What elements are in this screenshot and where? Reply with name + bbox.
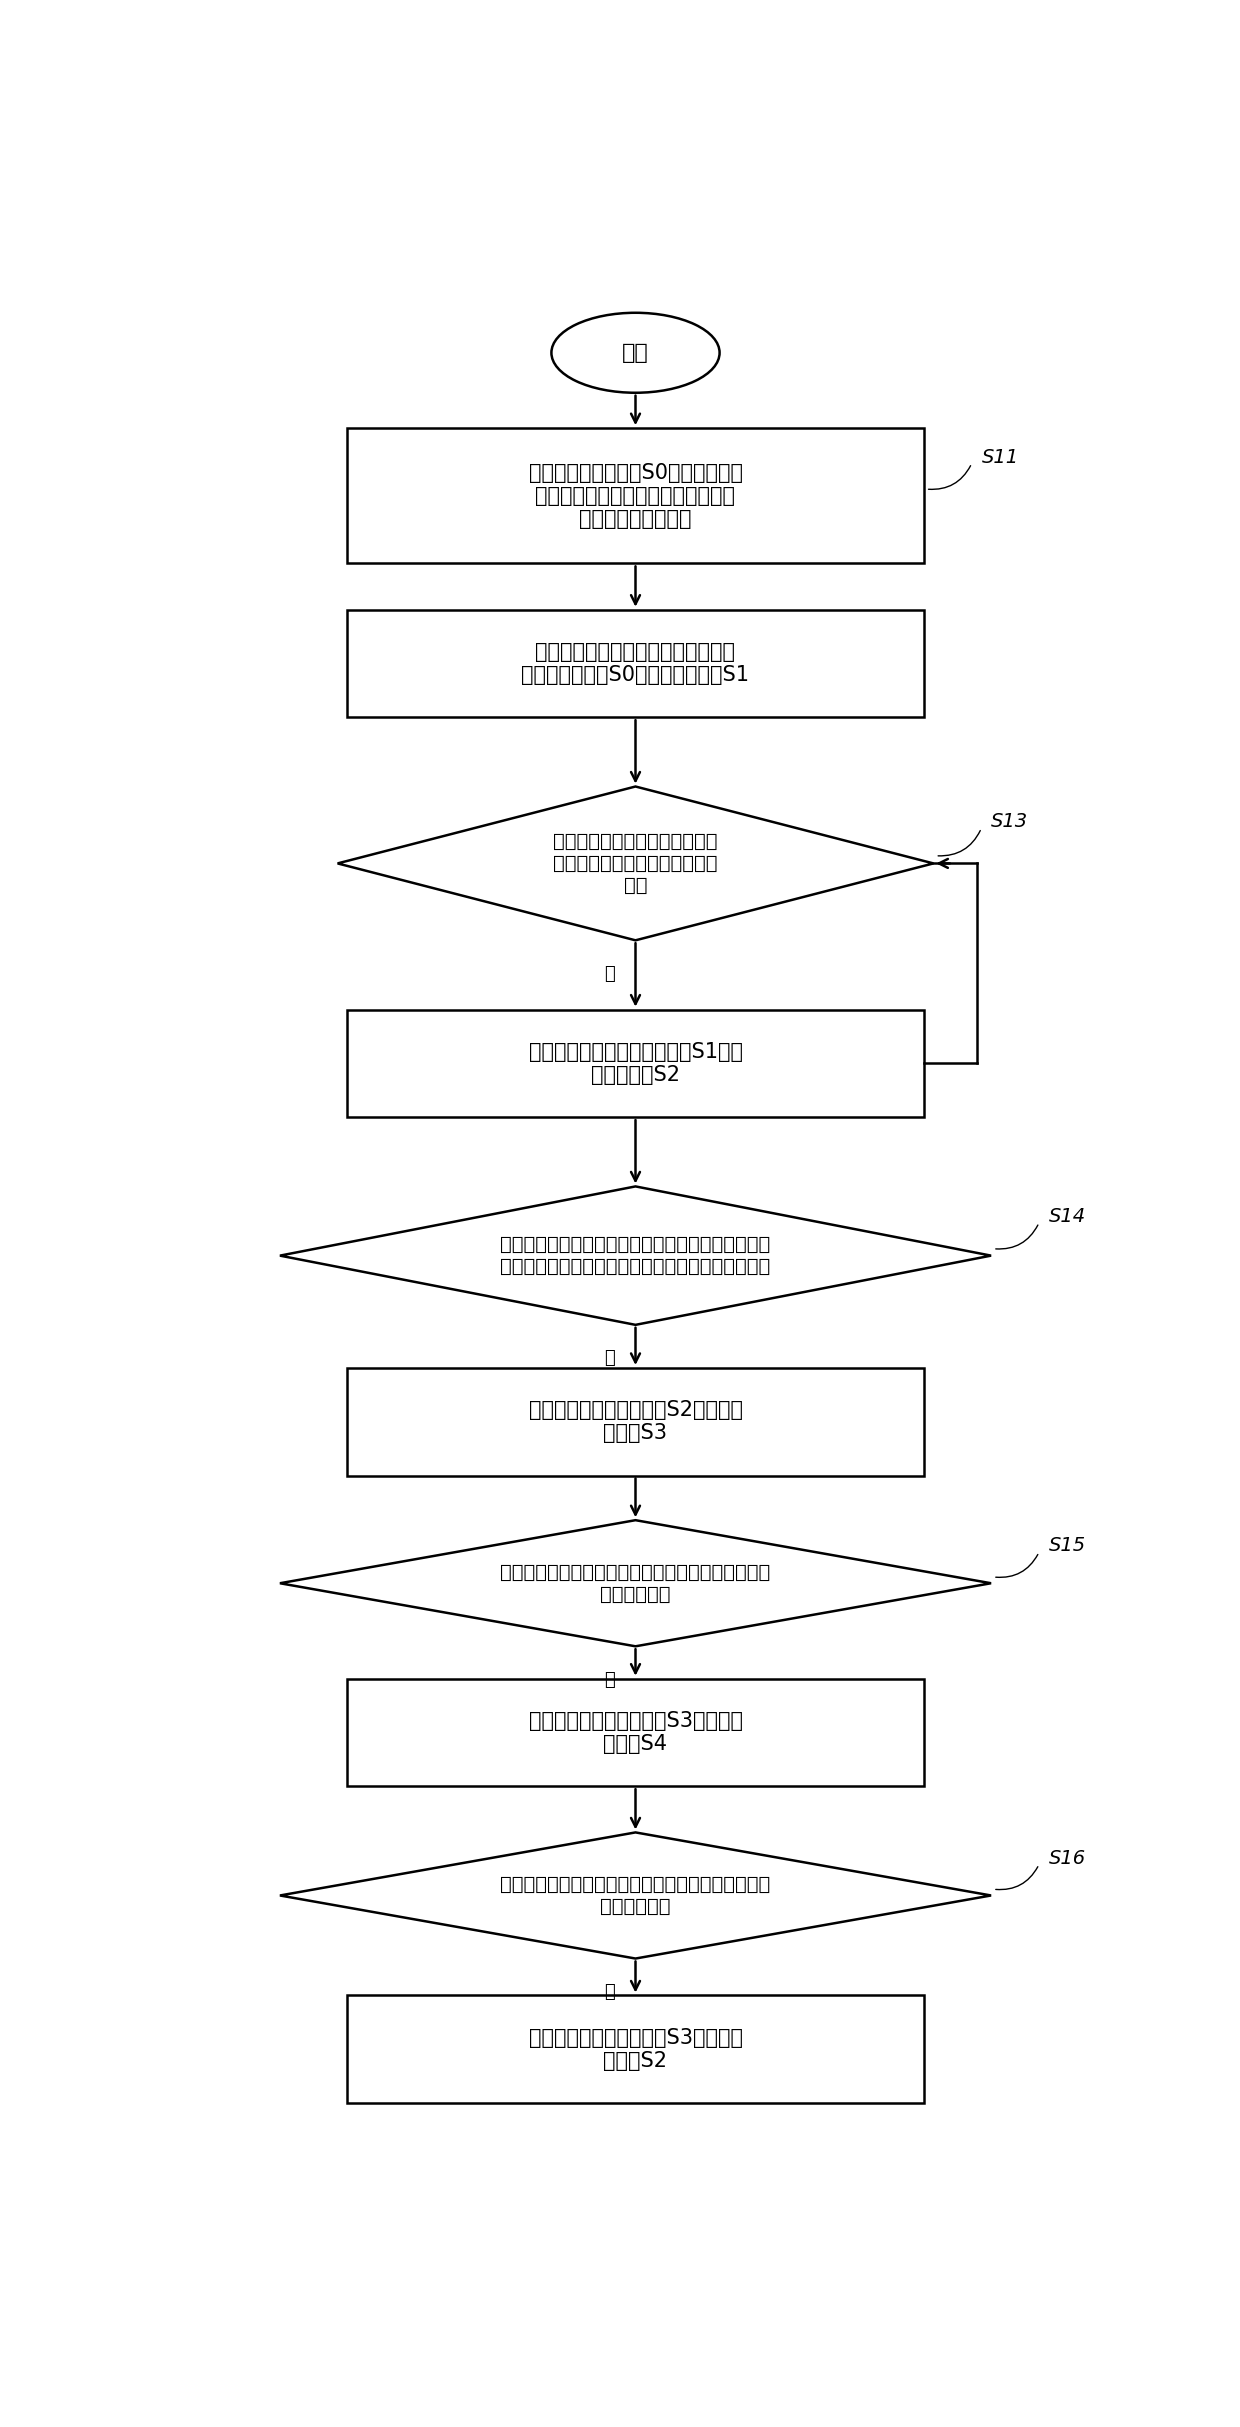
FancyBboxPatch shape — [347, 427, 924, 563]
Ellipse shape — [552, 313, 719, 393]
Text: S11: S11 — [982, 447, 1018, 466]
Text: 所述车辆由所述第二状态S2切换至第
三状态S3: 所述车辆由所述第二状态S2切换至第 三状态S3 — [528, 1400, 743, 1444]
Text: S14: S14 — [1049, 1206, 1086, 1226]
FancyBboxPatch shape — [347, 609, 924, 718]
Text: 开始: 开始 — [622, 342, 649, 362]
Polygon shape — [280, 1519, 991, 1646]
Text: 控制所述车辆由所述第一状态S1切换
至第二状态S2: 控制所述车辆由所述第一状态S1切换 至第二状态S2 — [528, 1041, 743, 1085]
Text: 是: 是 — [604, 1349, 615, 1366]
Polygon shape — [280, 1832, 991, 1959]
FancyBboxPatch shape — [347, 1995, 924, 2104]
Text: 是: 是 — [604, 1983, 615, 2002]
Polygon shape — [280, 1187, 991, 1325]
Text: 在车辆处于第零状态S0时，控制所述
车辆的速度给定以及速度环限幅的上
限值以及下限值为零: 在车辆处于第零状态S0时，控制所述 车辆的速度给定以及速度环限幅的上 限值以及下… — [528, 464, 743, 529]
Text: 所述车辆由所述第三状态S3切换至第
二状态S2: 所述车辆由所述第三状态S3切换至第 二状态S2 — [528, 2027, 743, 2070]
FancyBboxPatch shape — [347, 1369, 924, 1476]
Text: S16: S16 — [1049, 1849, 1086, 1869]
Text: 判断所述车辆的实际转速是否小
于所述车辆的转矩控制时的速度
下限: 判断所述车辆的实际转速是否小 于所述车辆的转矩控制时的速度 下限 — [553, 832, 718, 896]
Text: 判断所述车辆的实际转速是否大于所述车辆的速度环
限幅的上限值: 判断所述车辆的实际转速是否大于所述车辆的速度环 限幅的上限值 — [501, 1563, 770, 1604]
Text: 在采集到前进指令时，控制所述车辆
由所述第零状态S0切换至第一状态S1: 在采集到前进指令时，控制所述车辆 由所述第零状态S0切换至第一状态S1 — [522, 641, 749, 684]
Text: S13: S13 — [991, 813, 1028, 832]
Polygon shape — [337, 786, 934, 939]
Text: 判断所述车辆的实际转速是否小于所述车辆的速度环
限幅的下限值: 判断所述车辆的实际转速是否小于所述车辆的速度环 限幅的下限值 — [501, 1876, 770, 1915]
Text: 所述车辆由所述第三状态S3切换至第
四状态S4: 所述车辆由所述第三状态S3切换至第 四状态S4 — [528, 1711, 743, 1755]
Text: S15: S15 — [1049, 1536, 1086, 1556]
Text: 判断所述车辆的实际转速是否大于所述车辆的速度环
限幅的下限值且小于所述车辆的速度环限幅的上限值: 判断所述车辆的实际转速是否大于所述车辆的速度环 限幅的下限值且小于所述车辆的速度… — [501, 1235, 770, 1277]
Text: 是: 是 — [604, 966, 615, 983]
FancyBboxPatch shape — [347, 1679, 924, 1786]
Text: 是: 是 — [604, 1670, 615, 1689]
FancyBboxPatch shape — [347, 1010, 924, 1116]
